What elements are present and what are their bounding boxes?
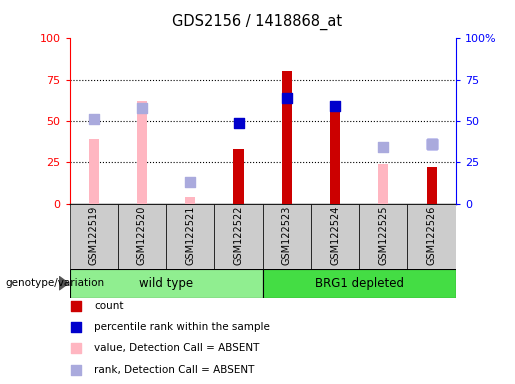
Point [427, 141, 436, 147]
Bar [185, 197, 195, 204]
Text: GSM122520: GSM122520 [137, 205, 147, 265]
Bar [282, 71, 292, 204]
Point [186, 179, 194, 185]
Text: GSM122525: GSM122525 [379, 205, 388, 265]
Bar [166, 204, 214, 269]
Text: GSM122522: GSM122522 [233, 205, 244, 265]
Bar [263, 269, 456, 298]
Point [234, 119, 243, 126]
Point [90, 116, 98, 122]
Bar [311, 204, 359, 269]
Point [379, 144, 387, 151]
Bar [263, 204, 311, 269]
Text: GSM122524: GSM122524 [330, 205, 340, 265]
Bar [407, 204, 456, 269]
Text: count: count [94, 301, 124, 311]
Bar [214, 204, 263, 269]
Text: genotype/variation: genotype/variation [5, 278, 104, 288]
Bar [359, 204, 407, 269]
Point [138, 105, 146, 111]
Bar [70, 204, 118, 269]
Text: rank, Detection Call = ABSENT: rank, Detection Call = ABSENT [94, 364, 254, 375]
Text: GSM122521: GSM122521 [185, 205, 195, 265]
Bar [70, 269, 263, 298]
Text: GSM122519: GSM122519 [89, 205, 99, 265]
Bar [330, 108, 340, 204]
Text: GSM122523: GSM122523 [282, 205, 292, 265]
Text: GSM122526: GSM122526 [426, 205, 437, 265]
Point [283, 95, 291, 101]
Bar [379, 164, 388, 204]
Bar [118, 204, 166, 269]
Bar [426, 167, 437, 204]
Text: wild type: wild type [139, 277, 193, 290]
Bar [233, 149, 244, 204]
Text: GDS2156 / 1418868_at: GDS2156 / 1418868_at [173, 13, 342, 30]
Text: percentile rank within the sample: percentile rank within the sample [94, 322, 270, 333]
Bar [137, 101, 147, 204]
Polygon shape [59, 276, 68, 290]
Bar [89, 139, 99, 204]
Point [411, 47, 419, 53]
Point [331, 103, 339, 109]
Text: value, Detection Call = ABSENT: value, Detection Call = ABSENT [94, 343, 260, 354]
Point [411, 239, 419, 245]
Text: BRG1 depleted: BRG1 depleted [315, 277, 404, 290]
Point [427, 141, 436, 147]
